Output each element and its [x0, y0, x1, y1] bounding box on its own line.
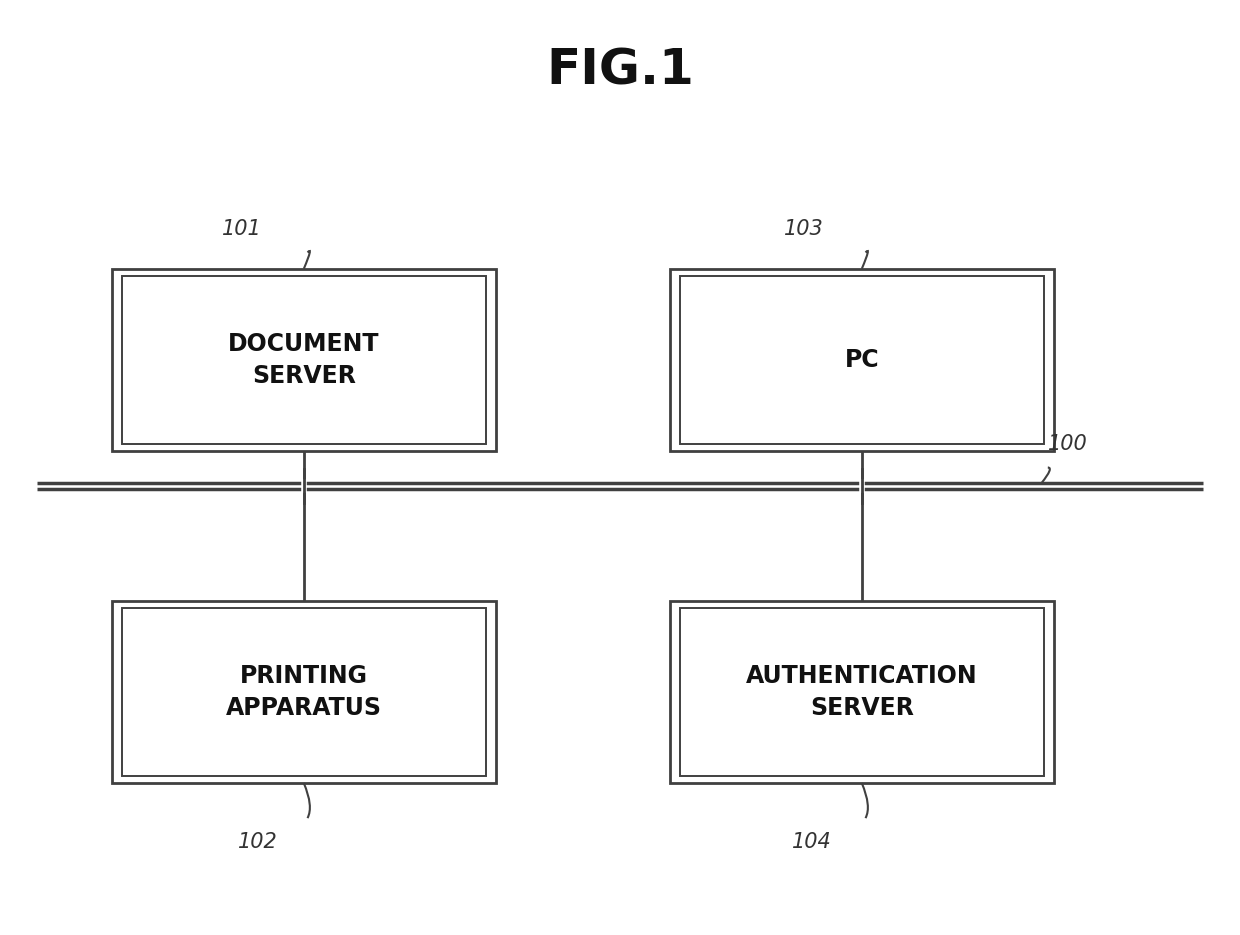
- Bar: [680, 277, 1044, 444]
- Text: FIG.1: FIG.1: [546, 46, 694, 94]
- Bar: [112, 269, 496, 452]
- Bar: [670, 600, 1054, 784]
- Text: 104: 104: [792, 831, 832, 852]
- Bar: [122, 277, 486, 444]
- Text: 103: 103: [784, 219, 823, 239]
- Text: PRINTING
APPARATUS: PRINTING APPARATUS: [226, 664, 382, 720]
- Text: DOCUMENT
SERVER: DOCUMENT SERVER: [228, 332, 379, 388]
- Bar: [112, 600, 496, 784]
- Text: AUTHENTICATION
SERVER: AUTHENTICATION SERVER: [746, 664, 977, 720]
- Bar: [680, 608, 1044, 776]
- Text: 102: 102: [238, 831, 278, 852]
- Bar: [122, 608, 486, 776]
- Text: 100: 100: [1048, 434, 1087, 454]
- Text: PC: PC: [844, 348, 879, 372]
- Bar: [670, 269, 1054, 452]
- Text: 101: 101: [222, 219, 262, 239]
